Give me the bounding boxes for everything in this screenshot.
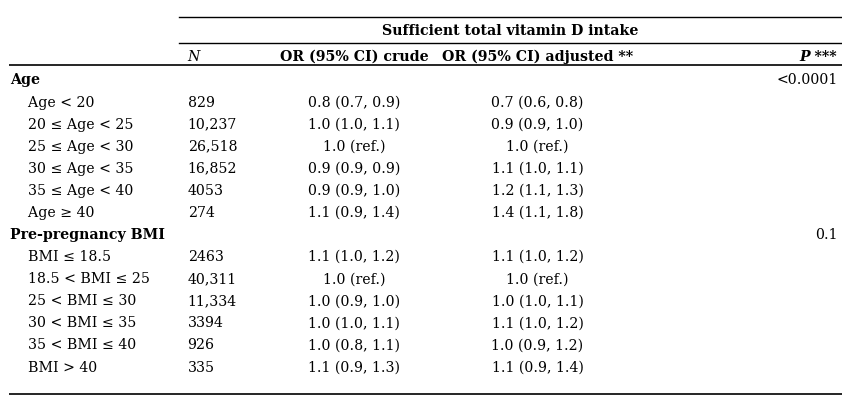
Text: 18.5 < BMI ≤ 25: 18.5 < BMI ≤ 25 — [10, 271, 150, 286]
Text: 926: 926 — [188, 338, 214, 352]
Text: 1.0 (0.9, 1.0): 1.0 (0.9, 1.0) — [309, 294, 400, 307]
Text: 0.7 (0.6, 0.8): 0.7 (0.6, 0.8) — [491, 95, 584, 109]
Text: 35 ≤ Age < 40: 35 ≤ Age < 40 — [10, 183, 133, 197]
Text: 10,237: 10,237 — [188, 117, 237, 131]
Text: 1.4 (1.1, 1.8): 1.4 (1.1, 1.8) — [491, 205, 583, 220]
Text: 16,852: 16,852 — [188, 161, 237, 175]
Text: Age: Age — [10, 73, 40, 87]
Text: Age ≥ 40: Age ≥ 40 — [10, 205, 94, 220]
Text: 1.0 (1.0, 1.1): 1.0 (1.0, 1.1) — [309, 117, 400, 131]
Text: 2463: 2463 — [188, 249, 224, 264]
Text: 1.0 (ref.): 1.0 (ref.) — [323, 271, 385, 286]
Text: 829: 829 — [188, 95, 214, 109]
Text: BMI ≤ 18.5: BMI ≤ 18.5 — [10, 249, 111, 264]
Text: 335: 335 — [188, 360, 215, 373]
Text: 1.1 (1.0, 1.2): 1.1 (1.0, 1.2) — [491, 249, 583, 264]
Text: P ***: P *** — [800, 49, 837, 64]
Text: 274: 274 — [188, 205, 214, 220]
Text: 0.9 (0.9, 0.9): 0.9 (0.9, 0.9) — [308, 161, 400, 175]
Text: 3394: 3394 — [188, 315, 224, 330]
Text: 1.0 (ref.): 1.0 (ref.) — [507, 271, 569, 286]
Text: 0.1: 0.1 — [815, 228, 837, 241]
Text: 20 ≤ Age < 25: 20 ≤ Age < 25 — [10, 117, 133, 131]
Text: 0.9 (0.9, 1.0): 0.9 (0.9, 1.0) — [308, 183, 400, 197]
Text: 1.1 (1.0, 1.2): 1.1 (1.0, 1.2) — [491, 315, 583, 330]
Text: 1.1 (0.9, 1.4): 1.1 (0.9, 1.4) — [491, 360, 583, 373]
Text: 1.0 (ref.): 1.0 (ref.) — [507, 139, 569, 153]
Text: 1.0 (0.8, 1.1): 1.0 (0.8, 1.1) — [309, 338, 400, 352]
Text: 1.1 (0.9, 1.4): 1.1 (0.9, 1.4) — [309, 205, 400, 220]
Text: 40,311: 40,311 — [188, 271, 236, 286]
Text: 35 < BMI ≤ 40: 35 < BMI ≤ 40 — [10, 338, 136, 352]
Text: 0.8 (0.7, 0.9): 0.8 (0.7, 0.9) — [308, 95, 400, 109]
Text: 11,334: 11,334 — [188, 294, 236, 307]
Text: 1.2 (1.1, 1.3): 1.2 (1.1, 1.3) — [491, 183, 583, 197]
Text: N: N — [188, 49, 200, 64]
Text: 30 < BMI ≤ 35: 30 < BMI ≤ 35 — [10, 315, 137, 330]
Text: 1.1 (0.9, 1.3): 1.1 (0.9, 1.3) — [309, 360, 400, 373]
Text: 4053: 4053 — [188, 183, 224, 197]
Text: 1.0 (1.0, 1.1): 1.0 (1.0, 1.1) — [309, 315, 400, 330]
Text: OR (95% CI) crude: OR (95% CI) crude — [280, 49, 428, 64]
Text: Sufficient total vitamin D intake: Sufficient total vitamin D intake — [382, 24, 638, 38]
Text: OR (95% CI) adjusted **: OR (95% CI) adjusted ** — [442, 49, 633, 64]
Text: 1.1 (1.0, 1.2): 1.1 (1.0, 1.2) — [309, 249, 400, 264]
Text: 0.9 (0.9, 1.0): 0.9 (0.9, 1.0) — [491, 117, 584, 131]
Text: 1.0 (1.0, 1.1): 1.0 (1.0, 1.1) — [491, 294, 583, 307]
Text: Age < 20: Age < 20 — [10, 95, 94, 109]
Text: 30 ≤ Age < 35: 30 ≤ Age < 35 — [10, 161, 133, 175]
Text: 25 ≤ Age < 30: 25 ≤ Age < 30 — [10, 139, 133, 153]
Text: 25 < BMI ≤ 30: 25 < BMI ≤ 30 — [10, 294, 137, 307]
Text: Pre-pregnancy BMI: Pre-pregnancy BMI — [10, 228, 165, 241]
Text: BMI > 40: BMI > 40 — [10, 360, 98, 373]
Text: <0.0001: <0.0001 — [776, 73, 837, 87]
Text: 1.0 (0.9, 1.2): 1.0 (0.9, 1.2) — [491, 338, 583, 352]
Text: 1.1 (1.0, 1.1): 1.1 (1.0, 1.1) — [491, 161, 583, 175]
Text: 26,518: 26,518 — [188, 139, 237, 153]
Text: 1.0 (ref.): 1.0 (ref.) — [323, 139, 385, 153]
